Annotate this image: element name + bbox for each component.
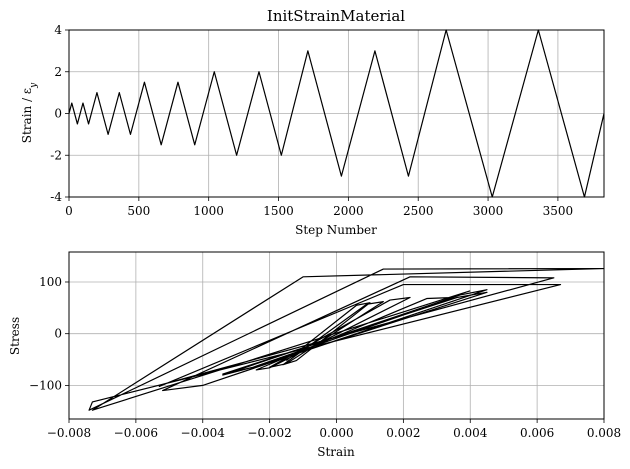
grid xyxy=(68,29,604,198)
x-tick-label: 2000 xyxy=(333,204,364,218)
x-axis-label: Step Number xyxy=(295,223,377,237)
x-tick-label: 500 xyxy=(127,204,150,218)
x-tick-label: 1000 xyxy=(193,204,224,218)
y-tick-label: -2 xyxy=(50,148,62,162)
y-tick-label: 0 xyxy=(54,327,62,341)
y-tick-label: −100 xyxy=(29,378,62,392)
x-tick-label: −0.002 xyxy=(247,426,291,440)
y-axis-label: Strain / εy xyxy=(20,82,39,143)
x-tick-label: 3000 xyxy=(473,204,504,218)
axes-frame xyxy=(68,251,605,420)
axes-frame xyxy=(68,29,605,198)
x-tick-label: 0 xyxy=(65,204,73,218)
x-tick-label: 0.000 xyxy=(319,426,353,440)
stress-strain-axes: −0.008 −0.006 −0.004 −0.002 0.000 0.002 0.004 0… xyxy=(8,251,621,459)
x-tick-label: 0.002 xyxy=(386,426,420,440)
hysteresis-series-line xyxy=(88,267,605,411)
x-tick-label: 0.006 xyxy=(520,426,554,440)
y-tick-label: -4 xyxy=(50,190,62,204)
y-tick-label: 100 xyxy=(39,275,62,289)
x-tick-label: 0.008 xyxy=(587,426,621,440)
x-tick-label: −0.006 xyxy=(114,426,158,440)
x-tick-label: 1500 xyxy=(263,204,294,218)
ticks: −0.008 −0.006 −0.004 −0.002 0.000 0.002 0.004 0… xyxy=(29,275,621,440)
strain-history-axes: InitStrainMaterial 0 500 1000 1500 2000 2500 3… xyxy=(20,7,605,237)
x-tick-label: −0.008 xyxy=(47,426,91,440)
x-tick-label: 0.004 xyxy=(453,426,488,440)
x-tick-label: 3500 xyxy=(543,204,574,218)
y-axis-label: Stress xyxy=(8,317,22,355)
strain-series-line xyxy=(68,29,605,198)
x-axis-label: Strain xyxy=(317,445,355,459)
y-tick-label: 0 xyxy=(54,107,62,121)
chart-title: InitStrainMaterial xyxy=(267,7,405,25)
x-tick-label: −0.004 xyxy=(181,426,226,440)
y-tick-label: 2 xyxy=(54,65,62,79)
ticks: 0 500 1000 1500 2000 2500 3000 3500 -4 -2 0 2 4 xyxy=(50,23,573,218)
x-tick-label: 2500 xyxy=(403,204,434,218)
y-tick-label: 4 xyxy=(54,23,62,37)
